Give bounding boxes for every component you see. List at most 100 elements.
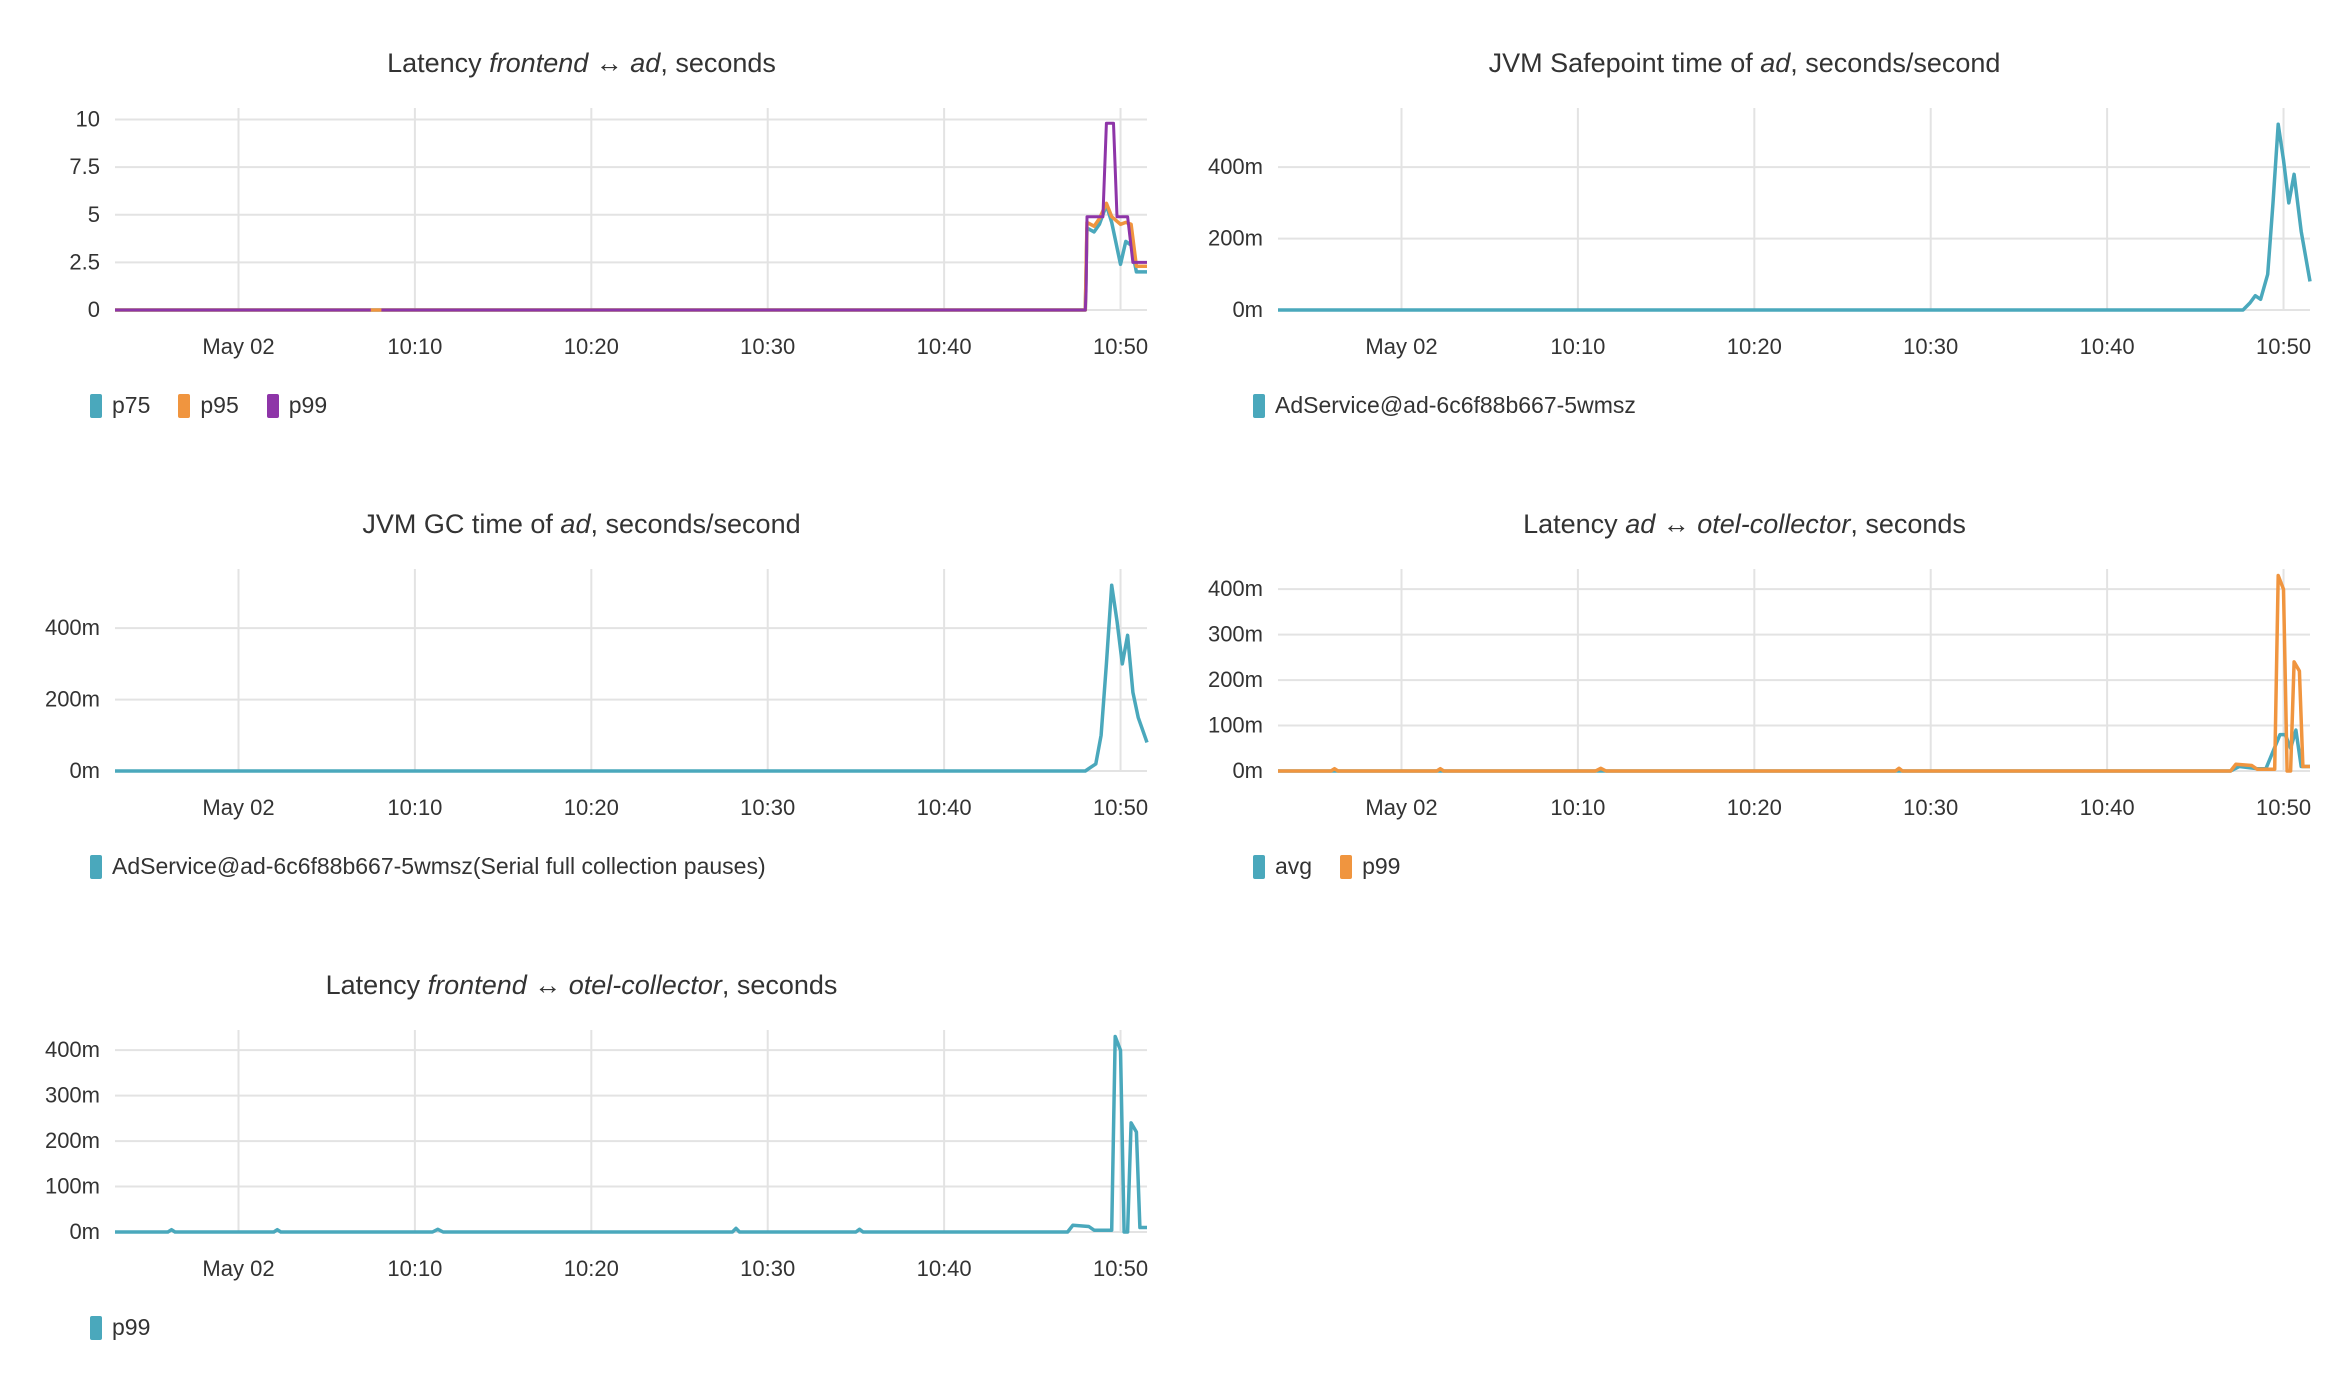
- legend-swatch: [90, 854, 102, 879]
- series-line-p75: [115, 203, 1147, 312]
- legend-swatch: [90, 1315, 102, 1340]
- x-tick-label: 10:30: [740, 334, 795, 359]
- chart-plot: May 02 10:10 10:20 10:30 10:40 10:50 0 2.5 5 7.5 1…: [69, 107, 1148, 359]
- title-part: ad: [1625, 509, 1656, 539]
- x-tick-label: 10:20: [564, 1256, 619, 1281]
- x-tick-label: 10:10: [387, 795, 442, 820]
- legend-swatch: [266, 393, 279, 418]
- title-part: ad: [1760, 48, 1791, 78]
- y-tick-label: 7.5: [69, 154, 100, 179]
- x-tick-label: 10:20: [1727, 795, 1782, 820]
- x-tick-label: 10:40: [917, 795, 972, 820]
- legend-label: p75: [112, 392, 151, 418]
- chart-title: Latency frontend ↔ ad, seconds: [0, 48, 1163, 79]
- x-tick-label: 10:20: [1727, 334, 1782, 359]
- legend-label: p99: [112, 1314, 151, 1340]
- legend-swatch: [178, 393, 191, 418]
- title-part: , seconds/second: [590, 509, 801, 539]
- chart-legend: AdService@ad-6c6f88b667-5wmsz: [1253, 392, 1636, 419]
- x-tick-label: 10:50: [1093, 795, 1148, 820]
- legend-item[interactable]: p99: [90, 1314, 150, 1341]
- y-tick-label: 200m: [1208, 667, 1263, 692]
- x-tick-label: May 02: [202, 795, 274, 820]
- chart-panel-frontend-otel-latency: Latency frontend ↔ otel-collector, secon…: [0, 922, 1163, 1382]
- y-tick-label: 0m: [69, 758, 100, 783]
- x-tick-label: 10:50: [1093, 334, 1148, 359]
- legend-label: p95: [200, 392, 239, 418]
- legend-item[interactable]: avg: [1253, 853, 1312, 880]
- y-tick-label: 400m: [1208, 154, 1263, 179]
- x-tick-label: 10:10: [1550, 334, 1605, 359]
- series-line-adservice-ad-6c6f88b667-5wmsz-serial-full-collection-pauses: [115, 583, 1149, 773]
- chart-plot: May 02 10:10 10:20 10:30 10:40 10:50 0m 100m 200…: [1208, 569, 2311, 820]
- title-part: , seconds: [1850, 509, 1966, 539]
- y-tick-label: 300m: [45, 1083, 100, 1108]
- legend-item[interactable]: AdService@ad-6c6f88b667-5wmsz: [1253, 392, 1636, 419]
- x-tick-label: May 02: [1365, 334, 1437, 359]
- chart-panel-ad-otel-latency: Latency ad ↔ otel-collector, seconds May…: [1163, 461, 2326, 921]
- x-tick-label: May 02: [202, 334, 274, 359]
- y-tick-label: 100m: [45, 1174, 100, 1199]
- y-tick-label: 5: [88, 202, 100, 227]
- series-line-p99: [115, 1034, 1147, 1234]
- chart-plot: May 02 10:10 10:20 10:30 10:40 10:50 0m 200m 400…: [45, 569, 1149, 820]
- legend-swatch: [90, 393, 102, 418]
- legend-item[interactable]: AdService@ad-6c6f88b667-5wmsz(Serial ful…: [90, 853, 766, 880]
- legend-label: AdService@ad-6c6f88b667-5wmsz: [1275, 392, 1636, 418]
- x-tick-label: 10:10: [387, 1256, 442, 1281]
- chart-panel-jvm-gc: JVM GC time of ad, seconds/second May 02…: [0, 461, 1163, 921]
- title-part: ↔: [588, 48, 631, 78]
- x-tick-label: 10:10: [1550, 795, 1605, 820]
- chart-legend: p99: [90, 1314, 150, 1341]
- x-tick-label: 10:30: [740, 795, 795, 820]
- chart-panel-frontend-ad-latency: Latency frontend ↔ ad, seconds May 02 10:…: [0, 0, 1163, 460]
- chart-title: Latency ad ↔ otel-collector, seconds: [1163, 509, 2326, 540]
- legend-item[interactable]: p99: [1340, 853, 1400, 880]
- title-part: Latency: [1523, 509, 1626, 539]
- title-part: frontend: [489, 48, 589, 78]
- title-part: , seconds/second: [1790, 48, 2001, 78]
- chart-title: JVM GC time of ad, seconds/second: [0, 509, 1163, 540]
- title-part: ad: [630, 48, 661, 78]
- y-tick-label: 200m: [45, 1128, 100, 1153]
- title-part: , seconds: [721, 970, 838, 1000]
- legend-label: avg: [1275, 853, 1313, 879]
- x-tick-label: 10:30: [1903, 795, 1958, 820]
- x-tick-label: 10:50: [2256, 334, 2311, 359]
- chart-panel-jvm-safepoint: JVM Safepoint time of ad, seconds/second…: [1163, 0, 2326, 460]
- y-tick-label: 2.5: [69, 249, 100, 274]
- y-tick-label: 400m: [45, 1037, 100, 1062]
- chart-title: JVM Safepoint time of ad, seconds/second: [1163, 48, 2326, 79]
- x-tick-label: 10:40: [917, 334, 972, 359]
- title-part: , seconds: [660, 48, 776, 78]
- x-tick-label: 10:40: [2080, 795, 2135, 820]
- legend-label: p99: [1362, 853, 1401, 879]
- title-part: ↔: [1655, 509, 1698, 539]
- legend-label: p99: [288, 392, 328, 418]
- y-tick-label: 300m: [1208, 622, 1263, 647]
- legend-item[interactable]: p95: [178, 392, 239, 419]
- title-part: frontend: [427, 970, 527, 1000]
- title-part: JVM GC time of: [362, 509, 561, 539]
- x-tick-label: 10:30: [1903, 334, 1958, 359]
- legend-swatch: [1253, 854, 1265, 879]
- legend-item[interactable]: p99: [266, 392, 328, 419]
- chart-legend: p75 p95 p99: [90, 392, 327, 419]
- title-part: ↔: [526, 970, 569, 1000]
- y-tick-label: 0m: [1232, 297, 1263, 322]
- y-tick-label: 0m: [69, 1219, 100, 1244]
- chart-legend: avg p99: [1253, 853, 1400, 880]
- x-tick-label: May 02: [1365, 795, 1437, 820]
- title-part: JVM Safepoint time of: [1488, 48, 1761, 78]
- y-tick-label: 400m: [1208, 576, 1263, 601]
- y-tick-label: 400m: [45, 615, 100, 640]
- chart-plot: May 02 10:10 10:20 10:30 10:40 10:50 0m 200m 400…: [1208, 108, 2312, 359]
- series-line-adservice-ad-6c6f88b667-5wmsz: [1278, 122, 2312, 312]
- x-tick-label: 10:50: [1093, 1256, 1148, 1281]
- x-tick-label: May 02: [202, 1256, 274, 1281]
- legend-item[interactable]: p75: [90, 392, 150, 419]
- series-line-p99: [115, 121, 1147, 312]
- x-tick-label: 10:50: [2256, 795, 2311, 820]
- x-tick-label: 10:10: [387, 334, 442, 359]
- x-tick-label: 10:40: [2080, 334, 2135, 359]
